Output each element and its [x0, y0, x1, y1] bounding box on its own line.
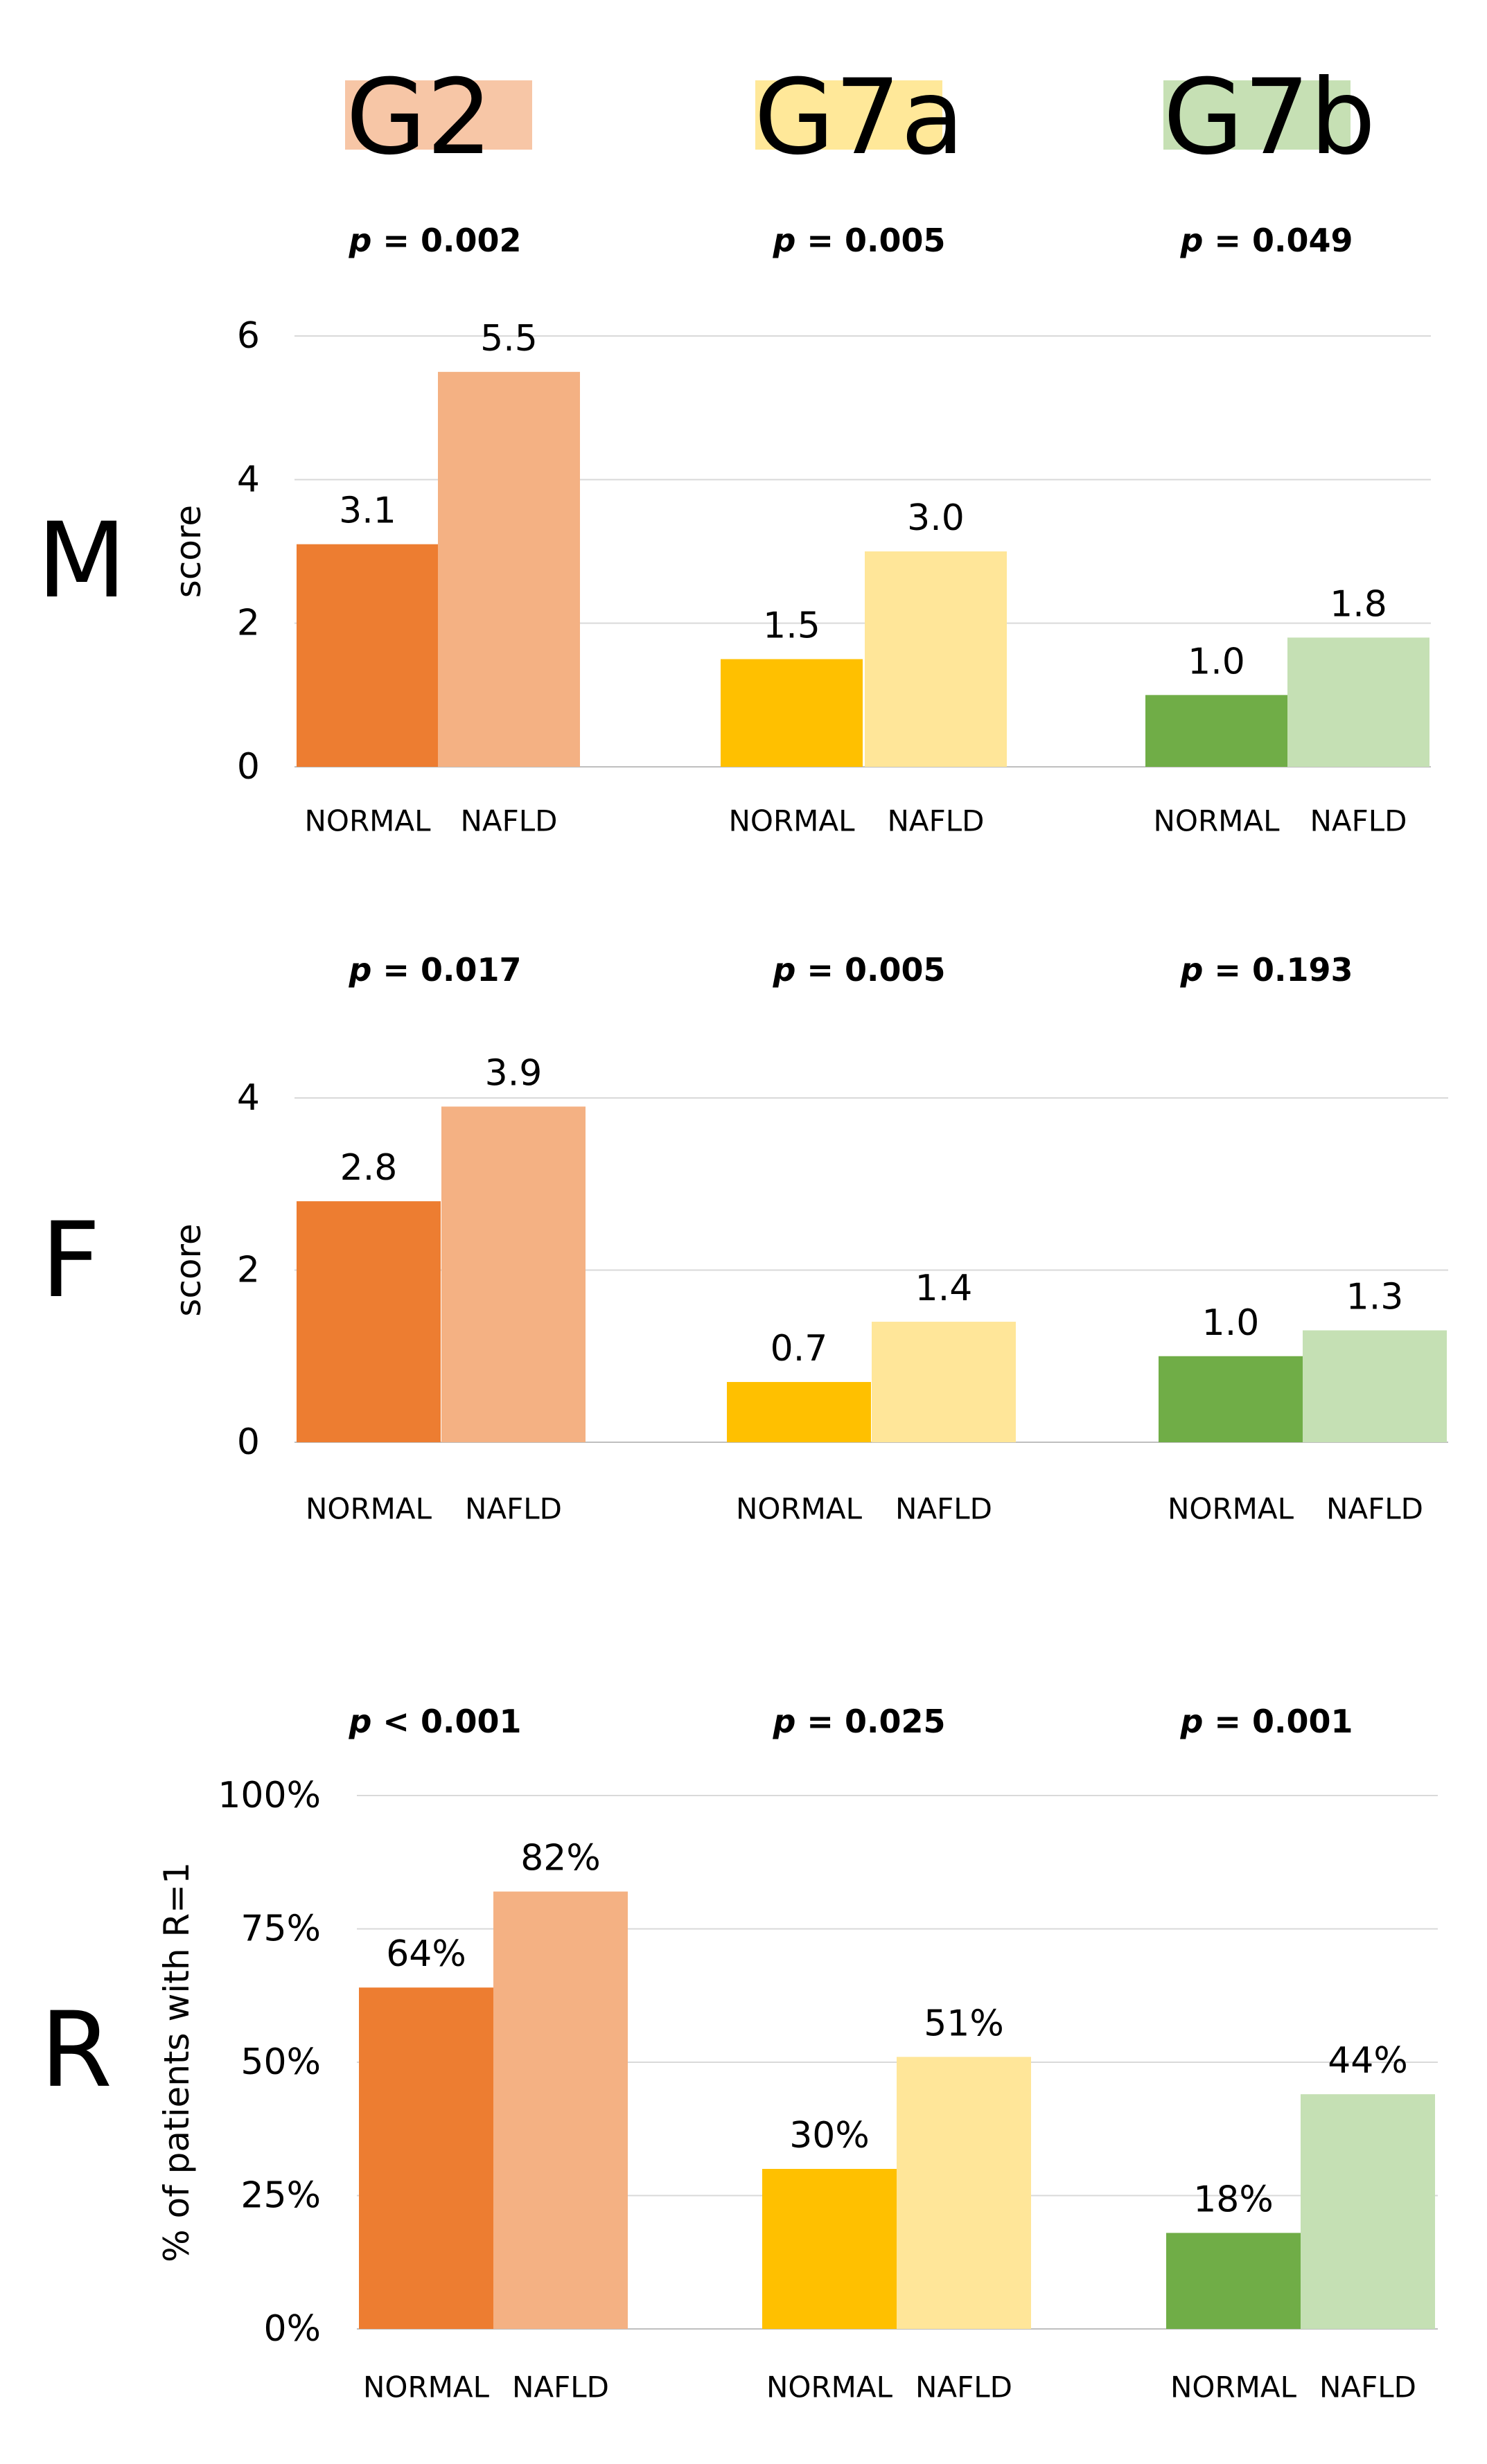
bar-g7a-normal	[727, 1382, 871, 1442]
bar-g7b-nafld	[1301, 2094, 1435, 2329]
p-value-label: p = 0.025	[772, 1703, 945, 1740]
data-label-g7b-normal: 1.0	[1188, 641, 1245, 682]
bar-g7b-normal	[1145, 695, 1287, 767]
p-value-label: p = 0.005	[772, 951, 945, 989]
header-g7a: G7a	[754, 57, 965, 178]
panel-r: 0% 25% 50% 75% 100% R % of patients with R=1 p …	[40, 1703, 1438, 2404]
panel-m: 0 2 4 6 M score p = 0.002 3.1 NORMAL 5.5 NAFLD p = …	[37, 222, 1431, 838]
y-tick-label: 4	[237, 1077, 260, 1119]
bar-g7a-nafld	[865, 551, 1007, 767]
p-value-label: p = 0.005	[772, 222, 945, 259]
p-value-label: p = 0.193	[1179, 951, 1353, 989]
header-g2: G2	[346, 57, 493, 178]
y-tick-label: 4	[237, 459, 260, 500]
bar-g7a-nafld	[872, 1322, 1016, 1442]
data-label-g7b-normal: 1.0	[1202, 1302, 1260, 1344]
y-axis-label: score	[168, 505, 209, 598]
category-label-g2-normal: NORMAL	[304, 804, 431, 838]
category-label-g2-normal: NORMAL	[363, 2370, 490, 2404]
panel-f: 0 2 4 F score p = 0.017 2.8 NORMAL 3.9 NAFLD p = 0…	[41, 951, 1448, 1526]
category-label-g2-normal: NORMAL	[306, 1492, 432, 1526]
category-label-g7b-nafld: NAFLD	[1326, 1492, 1423, 1526]
data-label-g2-nafld: 5.5	[480, 318, 538, 360]
category-label-g7a-normal: NORMAL	[728, 804, 855, 838]
bar-g7b-nafld	[1303, 1330, 1447, 1442]
data-label-g7b-nafld: 1.8	[1330, 583, 1387, 625]
group-headers: G2 G7a G7b	[345, 57, 1375, 178]
y-tick-label: 0	[237, 746, 260, 788]
category-label-g2-nafld: NAFLD	[465, 1492, 562, 1526]
data-label-g7a-nafld: 3.0	[907, 497, 965, 539]
y-tick-label: 25%	[240, 2175, 321, 2217]
p-value-label: p = 0.002	[348, 222, 521, 259]
data-label-g7a-normal: 0.7	[771, 1328, 828, 1370]
y-tick-label: 2	[237, 603, 260, 644]
bar-g7a-normal	[762, 2169, 897, 2329]
y-tick-label: 100%	[218, 1775, 321, 1816]
p-value-label: p = 0.017	[348, 951, 521, 989]
bar-g7a-normal	[721, 659, 863, 767]
panel-label: F	[41, 1200, 100, 1321]
bar-g7b-normal	[1159, 1356, 1303, 1442]
category-label-g7a-normal: NORMAL	[736, 1492, 863, 1526]
category-label-g7b-nafld: NAFLD	[1310, 804, 1407, 838]
category-label-g7a-normal: NORMAL	[766, 2370, 893, 2404]
y-tick-label: 75%	[240, 1908, 321, 1950]
category-label-g2-nafld: NAFLD	[512, 2370, 609, 2404]
y-axis-label: % of patients with R=1	[157, 1862, 197, 2262]
data-label-g2-nafld: 82%	[520, 1838, 601, 1879]
y-tick-label: 50%	[240, 2041, 321, 2083]
data-label-g2-normal: 2.8	[340, 1147, 398, 1189]
data-label-g2-normal: 3.1	[339, 490, 396, 532]
data-label-g7b-normal: 18%	[1193, 2179, 1274, 2220]
panel-label: R	[40, 1990, 112, 2111]
bar-g2-nafld	[493, 1891, 628, 2329]
bar-g2-normal	[297, 544, 439, 767]
chart-panels: 0 2 4 6 M score p = 0.002 3.1 NORMAL 5.5 NAFLD p = …	[37, 222, 1448, 2404]
y-tick-label: 0%	[264, 2308, 322, 2350]
bar-g2-normal	[297, 1201, 441, 1442]
y-tick-label: 2	[237, 1250, 260, 1291]
data-label-g2-nafld: 3.9	[485, 1052, 543, 1094]
panel-label: M	[37, 501, 126, 621]
category-label-g7b-normal: NORMAL	[1168, 1492, 1294, 1526]
y-tick-label: 6	[237, 315, 260, 357]
bar-g7a-nafld	[897, 2057, 1031, 2329]
bar-g2-nafld	[438, 371, 580, 767]
header-highlight-g7a	[755, 80, 942, 150]
y-tick-label: 0	[237, 1421, 260, 1463]
data-label-g7b-nafld: 44%	[1328, 2040, 1408, 2082]
category-label-g7b-normal: NORMAL	[1153, 804, 1280, 838]
bar-g7b-normal	[1166, 2233, 1301, 2329]
category-label-g7b-nafld: NAFLD	[1319, 2370, 1416, 2404]
y-axis-label: score	[168, 1223, 209, 1316]
p-value-label: p = 0.049	[1179, 222, 1353, 259]
category-label-g7b-normal: NORMAL	[1170, 2370, 1297, 2404]
p-value-label: p = 0.001	[1179, 1703, 1353, 1740]
bar-g7b-nafld	[1287, 637, 1429, 767]
category-label-g7a-nafld: NAFLD	[887, 804, 984, 838]
bar-g2-nafld	[441, 1106, 586, 1442]
data-label-g2-normal: 64%	[386, 1933, 466, 1975]
header-g7b: G7b	[1163, 57, 1376, 178]
header-highlight-g2	[345, 80, 532, 150]
bar-g2-normal	[359, 1987, 493, 2329]
p-value-label: p < 0.001	[348, 1703, 521, 1740]
category-label-g7a-nafld: NAFLD	[895, 1492, 992, 1526]
data-label-g7b-nafld: 1.3	[1346, 1276, 1404, 1318]
data-label-g7a-normal: 1.5	[763, 605, 820, 647]
header-highlight-g7b	[1163, 80, 1350, 150]
category-label-g2-nafld: NAFLD	[460, 804, 557, 838]
category-label-g7a-nafld: NAFLD	[915, 2370, 1012, 2404]
data-label-g7a-normal: 30%	[789, 2115, 870, 2156]
data-label-g7a-nafld: 51%	[924, 2003, 1004, 2044]
data-label-g7a-nafld: 1.4	[915, 1268, 973, 1309]
